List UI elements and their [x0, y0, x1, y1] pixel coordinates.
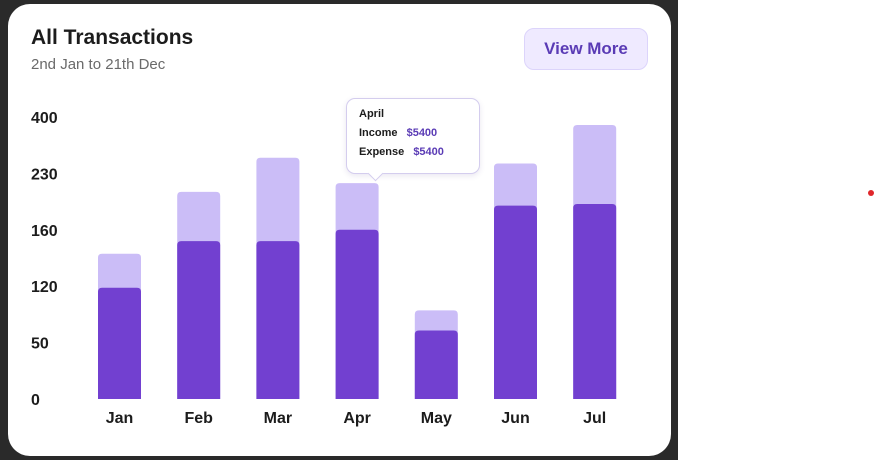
bar-income-jun[interactable]	[494, 205, 537, 399]
tooltip-expense-value: $5400	[413, 146, 444, 158]
x-tick-label: Jun	[501, 410, 529, 427]
x-tick-label: Feb	[184, 410, 213, 427]
x-tick-label: Jul	[583, 410, 606, 427]
bar-income-jul[interactable]	[573, 204, 617, 399]
y-tick-label: 400	[31, 110, 58, 127]
x-tick-label: May	[421, 410, 452, 427]
card-title: All Transactions	[31, 26, 194, 49]
bar-income-jan[interactable]	[98, 287, 141, 399]
view-more-button[interactable]: View More	[524, 28, 648, 70]
transactions-card: All Transactions 2nd Jan to 21th Dec Vie…	[8, 4, 671, 456]
bar-income-feb[interactable]	[177, 241, 221, 399]
date-range-subtitle: 2nd Jan to 21th Dec	[31, 56, 166, 73]
y-tick-label: 120	[31, 279, 58, 296]
bar-income-mar[interactable]	[256, 241, 300, 399]
y-tick-label: 50	[31, 336, 49, 353]
transactions-bar-chart: 0 50 120 160 230 400 Jan Feb Mar Apr May Jun Jul	[31, 110, 617, 427]
y-tick-label: 160	[31, 223, 58, 240]
tooltip-month: April	[359, 108, 385, 120]
x-tick-label: Mar	[264, 410, 292, 427]
tooltip-income-label: Income	[359, 127, 398, 139]
bar-income-apr[interactable]	[335, 229, 379, 399]
tooltip-income-value: $5400	[406, 127, 438, 139]
chart-tooltip: April Income $5400 Expense $5400	[346, 98, 480, 174]
cursor-dot	[868, 190, 874, 196]
tooltip-expense-label: Expense	[359, 146, 405, 158]
y-tick-label: 0	[31, 392, 40, 409]
bar-income-may[interactable]	[414, 330, 458, 399]
y-tick-label: 230	[31, 166, 58, 183]
x-tick-label: Jan	[106, 410, 134, 427]
x-tick-label: Apr	[343, 410, 371, 427]
